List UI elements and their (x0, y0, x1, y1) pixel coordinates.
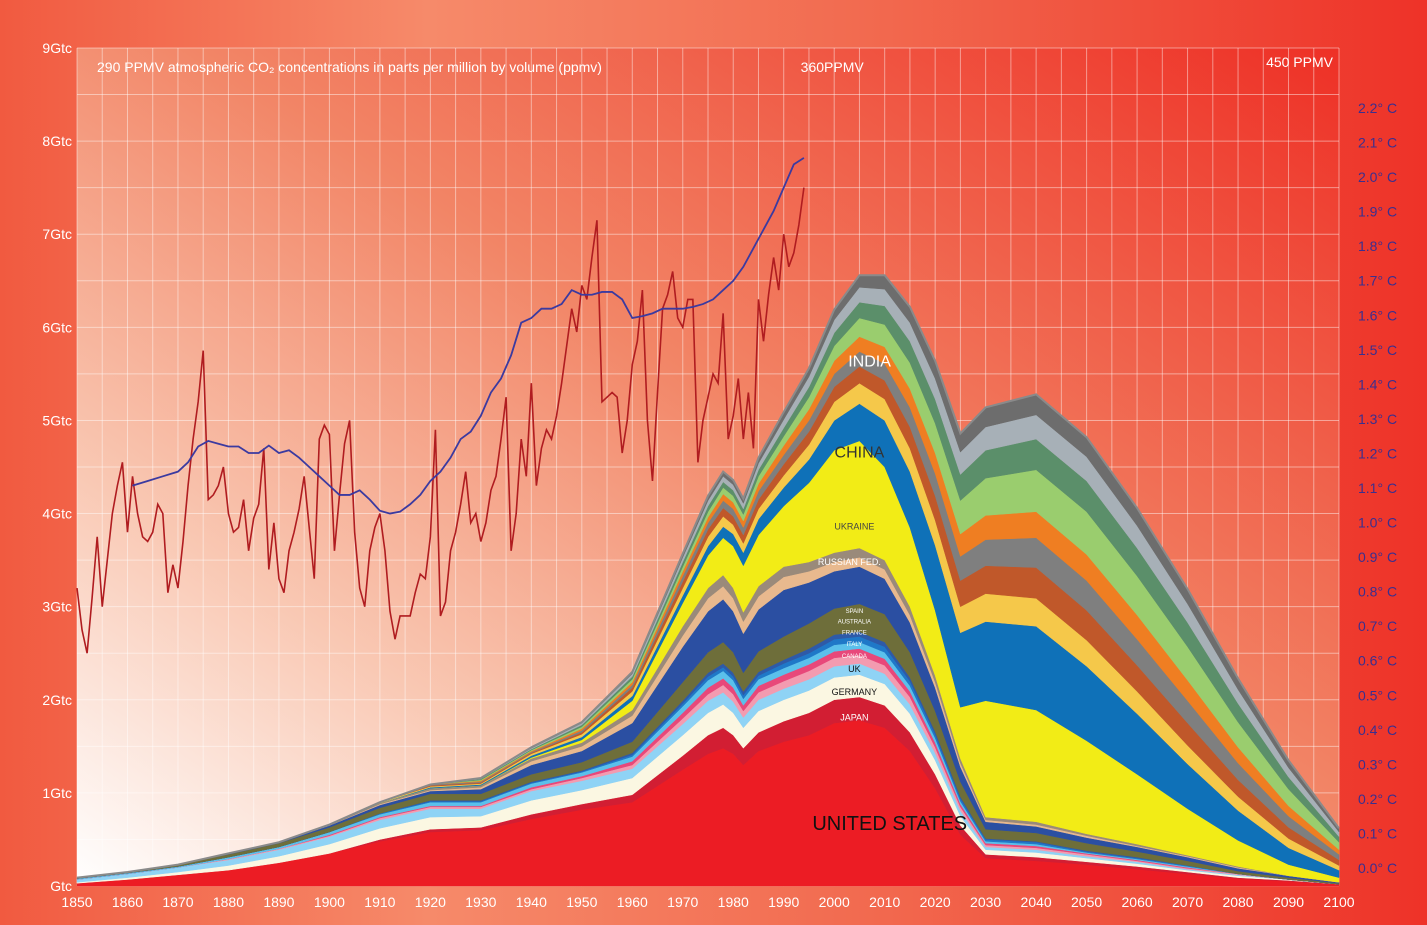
annotations: 290 PPMV atmospheric CO₂ concentrations … (97, 54, 1334, 75)
y-tick-label: 7Gtc (42, 226, 72, 242)
annual-line (76, 187, 805, 654)
temp-tick-label: 0.1° C (1358, 825, 1397, 841)
x-tick-label: 2070 (1172, 894, 1203, 910)
label-ukraine: UKRAINE (834, 521, 874, 531)
temp-tick-label: 0.8° C (1358, 584, 1397, 600)
temp-tick-label: 0.3° C (1358, 756, 1397, 772)
x-tick-label: 2010 (869, 894, 900, 910)
country-labels: UNITED STATES JAPAN GERMANY UK CANADA ITALY FR… (812, 353, 967, 835)
x-tick-label: 1990 (768, 894, 799, 910)
temp-tick-label: 0.7° C (1358, 618, 1397, 634)
x-axis: 1850 1860 1870 1880 1890 1900 1910 1920 1930 1940… (61, 894, 1354, 910)
label-japan: JAPAN (840, 712, 868, 722)
label-uk: UK (848, 664, 861, 674)
x-tick-label: 2090 (1273, 894, 1304, 910)
x-tick-label: 1890 (263, 894, 294, 910)
x-tick-label: 1860 (112, 894, 143, 910)
ppmv-annotation-450: 450 PPMV (1266, 54, 1334, 70)
label-spain: SPAIN (846, 609, 864, 615)
smoothed-line (132, 157, 805, 515)
x-tick-label: 2100 (1323, 894, 1354, 910)
x-tick-label: 2030 (970, 894, 1001, 910)
temp-tick-label: 1.6° C (1358, 307, 1397, 323)
x-tick-label: 1910 (364, 894, 395, 910)
x-tick-label: 2050 (1071, 894, 1102, 910)
y-tick-label: 2Gtc (42, 692, 72, 708)
temperature-axis: 0.0° C 0.1° C 0.2° C 0.3° C 0.4° C 0.5° C 0.6°… (1358, 100, 1397, 876)
temp-tick-label: 1.3° C (1358, 411, 1397, 427)
temp-tick-label: 1.8° C (1358, 238, 1397, 254)
x-tick-label: 1900 (314, 894, 345, 910)
y-tick-label: 5Gtc (42, 412, 72, 428)
x-tick-label: 1940 (516, 894, 547, 910)
stacked-areas (76, 274, 1340, 887)
x-tick-label: 2040 (1021, 894, 1052, 910)
x-tick-label: 1930 (465, 894, 496, 910)
x-tick-label: 1850 (61, 894, 92, 910)
trend-lines (76, 157, 805, 654)
temp-tick-label: 0.4° C (1358, 722, 1397, 738)
temp-tick-label: 2.1° C (1358, 135, 1397, 151)
x-tick-label: 1970 (667, 894, 698, 910)
label-russian-fed: RUSSIAN FED. (818, 557, 881, 567)
label-france: FRANCE (842, 631, 867, 637)
y-tick-label: Gtc (50, 878, 72, 894)
label-canada: CANADA (842, 654, 867, 660)
x-tick-label: 1950 (566, 894, 597, 910)
temp-tick-label: 0.9° C (1358, 549, 1397, 565)
temp-tick-label: 0.2° C (1358, 791, 1397, 807)
x-tick-label: 2000 (819, 894, 850, 910)
ppmv-annotation-290: 290 PPMV atmospheric CO₂ concentrations … (97, 59, 602, 75)
x-tick-label: 1920 (415, 894, 446, 910)
label-germany: GERMANY (832, 687, 878, 697)
ppmv-annotation-360: 360PPMV (801, 59, 865, 75)
label-india: INDIA (848, 353, 891, 370)
temp-tick-label: 1.0° C (1358, 515, 1397, 531)
x-tick-label: 1980 (718, 894, 749, 910)
temp-tick-label: 1.7° C (1358, 273, 1397, 289)
temp-tick-label: 0.5° C (1358, 687, 1397, 703)
x-tick-label: 2080 (1222, 894, 1253, 910)
label-china: CHINA (835, 445, 885, 462)
temp-tick-label: 1.1° C (1358, 480, 1397, 496)
temp-tick-label: 2.0° C (1358, 169, 1397, 185)
y-tick-label: 1Gtc (42, 785, 72, 801)
x-tick-label: 2060 (1122, 894, 1153, 910)
temp-tick-label: 1.4° C (1358, 376, 1397, 392)
stack-outline (76, 274, 1340, 879)
y-tick-label: 9Gtc (42, 40, 72, 56)
temp-tick-label: 2.2° C (1358, 100, 1397, 116)
temp-tick-label: 1.5° C (1358, 342, 1397, 358)
label-australia: AUSTRALIA (838, 619, 871, 625)
y-tick-label: 6Gtc (42, 319, 72, 335)
y-tick-label: 8Gtc (42, 133, 72, 149)
x-tick-label: 2020 (920, 894, 951, 910)
temp-tick-label: 0.0° C (1358, 860, 1397, 876)
temp-tick-label: 0.6° C (1358, 653, 1397, 669)
label-united-states: UNITED STATES (812, 813, 967, 835)
temp-tick-label: 1.9° C (1358, 204, 1397, 220)
y-tick-label: 3Gtc (42, 599, 72, 615)
y-tick-label: 4Gtc (42, 506, 72, 522)
x-tick-label: 1880 (213, 894, 244, 910)
x-tick-label: 1960 (617, 894, 648, 910)
label-italy: ITALY (846, 642, 862, 648)
x-tick-label: 1870 (162, 894, 193, 910)
y-axis: Gtc 1Gtc 2Gtc 3Gtc 4Gtc 5Gtc 6Gtc 7Gtc 8Gtc 9Gtc (42, 40, 72, 894)
temp-tick-label: 1.2° C (1358, 445, 1397, 461)
